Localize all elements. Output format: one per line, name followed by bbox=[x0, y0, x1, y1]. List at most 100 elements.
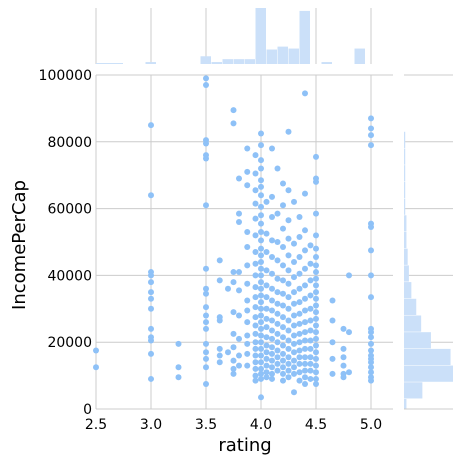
scatter-point bbox=[269, 370, 275, 377]
scatter-point bbox=[291, 340, 297, 347]
scatter-point bbox=[258, 192, 264, 199]
scatter-point bbox=[313, 309, 319, 316]
scatter-point bbox=[285, 374, 292, 381]
marginal-x-bar bbox=[211, 62, 222, 64]
scatter-point bbox=[203, 265, 209, 272]
scatter-point bbox=[263, 334, 270, 341]
scatter-point bbox=[285, 267, 292, 274]
scatter-point bbox=[368, 142, 374, 149]
scatter-point bbox=[236, 210, 242, 217]
scatter-point bbox=[269, 237, 275, 244]
scatter-point bbox=[263, 349, 270, 356]
scatter-point bbox=[302, 354, 308, 361]
scatter-point bbox=[236, 287, 242, 294]
scatter-point bbox=[291, 364, 297, 371]
scatter-point bbox=[252, 339, 259, 346]
scatter-point bbox=[274, 320, 281, 327]
scatter-point bbox=[230, 309, 237, 316]
scatter-point bbox=[296, 377, 303, 384]
marginal-x-bar bbox=[266, 49, 277, 64]
scatter-point bbox=[368, 115, 374, 122]
marginal-y-bar bbox=[404, 382, 423, 399]
scatter-point bbox=[285, 187, 292, 194]
scatter-point bbox=[258, 142, 264, 149]
scatter-point bbox=[291, 274, 297, 281]
scatter-point bbox=[148, 337, 154, 344]
scatter-point bbox=[302, 227, 308, 234]
scatter-point bbox=[258, 203, 264, 210]
scatter-point bbox=[285, 128, 292, 135]
scatter-point bbox=[368, 125, 374, 132]
scatter-point bbox=[368, 347, 374, 354]
scatter-point bbox=[302, 295, 308, 302]
scatter-point bbox=[252, 200, 259, 207]
scatter-point bbox=[236, 362, 242, 369]
scatter-point bbox=[203, 304, 209, 311]
scatter-point bbox=[296, 354, 303, 361]
scatter-point bbox=[263, 324, 270, 331]
marginal-x-bar bbox=[145, 62, 156, 64]
scatter-point bbox=[285, 337, 292, 344]
scatter-point bbox=[285, 305, 292, 312]
scatter-point bbox=[313, 362, 319, 369]
scatter-point bbox=[258, 285, 264, 292]
marginal-x-bar bbox=[96, 63, 123, 64]
scatter-point bbox=[307, 360, 314, 367]
scatter-point bbox=[313, 153, 319, 160]
scatter-point bbox=[258, 237, 264, 244]
scatter-point bbox=[346, 369, 352, 376]
scatter-point bbox=[263, 374, 270, 381]
scatter-point bbox=[269, 344, 275, 351]
scatter-point bbox=[244, 350, 251, 357]
marginal-y-histogram bbox=[404, 131, 453, 409]
scatter-point bbox=[291, 289, 297, 296]
scatter-point bbox=[302, 190, 308, 197]
scatter-point bbox=[258, 130, 264, 137]
scatter-point bbox=[307, 367, 314, 374]
scatter-point bbox=[263, 342, 270, 349]
scatter-point bbox=[340, 345, 347, 352]
scatter-point bbox=[280, 225, 286, 232]
y-tick-label: 60000 bbox=[47, 202, 92, 218]
scatter-point bbox=[329, 370, 336, 377]
scatter-point bbox=[280, 202, 286, 209]
scatter-point bbox=[230, 269, 237, 276]
scatter-point bbox=[230, 107, 237, 114]
scatter-point bbox=[269, 317, 275, 324]
x-axis-label: rating bbox=[218, 435, 271, 456]
scatter-point bbox=[302, 367, 308, 374]
scatter-point bbox=[252, 372, 259, 379]
scatter-point bbox=[258, 365, 264, 372]
scatter-point bbox=[252, 345, 259, 352]
scatter-point bbox=[258, 220, 264, 227]
scatter-point bbox=[258, 279, 264, 286]
scatter-point bbox=[307, 277, 314, 284]
scatter-point bbox=[252, 322, 259, 329]
scatter-point bbox=[269, 364, 275, 371]
scatter-point bbox=[258, 265, 264, 272]
scatter-point bbox=[296, 339, 303, 346]
marginal-x-gridlines bbox=[95, 8, 372, 64]
scatter-point bbox=[307, 305, 314, 312]
scatter-point bbox=[269, 357, 275, 364]
scatter-point bbox=[252, 284, 259, 291]
scatter-point bbox=[258, 252, 264, 259]
scatter-point bbox=[313, 178, 319, 185]
scatter-point bbox=[263, 305, 270, 312]
scatter-point bbox=[280, 342, 286, 349]
scatter-point bbox=[203, 140, 209, 147]
scatter-point bbox=[269, 350, 275, 357]
scatter-point bbox=[307, 260, 314, 267]
scatter-point bbox=[148, 289, 154, 296]
scatter-point bbox=[258, 292, 264, 299]
x-tick-label: 3.5 bbox=[195, 417, 217, 433]
scatter-point bbox=[258, 394, 264, 401]
scatter-point bbox=[368, 247, 374, 254]
marginal-x-bar bbox=[244, 59, 255, 64]
scatter-point bbox=[274, 239, 281, 245]
scatter-point bbox=[263, 315, 270, 322]
scatter-point bbox=[244, 244, 251, 251]
scatter-point bbox=[258, 319, 264, 326]
scatter-point bbox=[291, 370, 297, 377]
scatter-point bbox=[291, 389, 297, 396]
